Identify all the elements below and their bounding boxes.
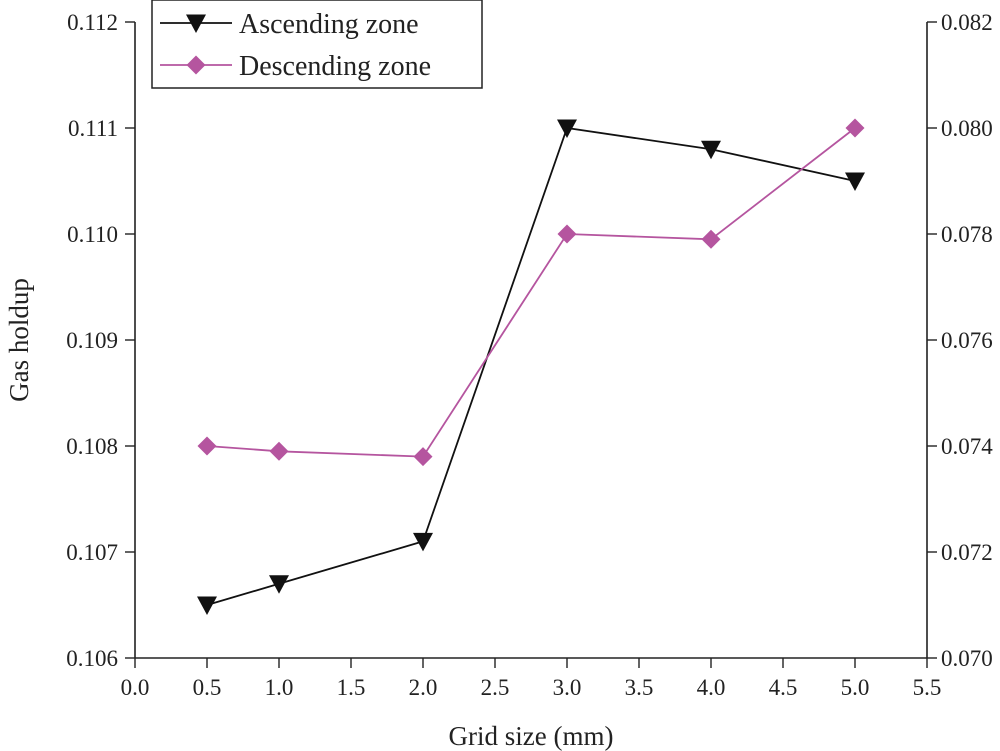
y-tick-label: 0.110 — [67, 222, 118, 247]
legend-marker — [186, 14, 206, 33]
legend-box — [151, 0, 483, 89]
data-point — [845, 172, 865, 191]
legend-marker — [186, 55, 206, 75]
y-axis-title: Gas holdup — [4, 278, 34, 402]
data-point — [557, 224, 577, 244]
x-tick-label: 0.0 — [121, 675, 150, 700]
data-point — [413, 447, 433, 467]
x-tick-label: 0.5 — [193, 675, 222, 700]
y2-tick-label: 0.078 — [941, 222, 993, 247]
series-ascending-zone — [197, 119, 865, 615]
data-point — [701, 229, 721, 249]
legend-label: Descending zone — [239, 51, 431, 82]
axes: 0.0 0.5 1.0 1.5 2.0 2.5 3.0 3.5 4.0 4.5 5.0 5.5 0.10… — [66, 10, 993, 700]
x-tick-label: 5.5 — [913, 675, 942, 700]
x-tick-label: 2.5 — [481, 675, 510, 700]
x-axis-title: Grid size (mm) — [449, 721, 614, 751]
y2-tick-label: 0.076 — [941, 328, 993, 353]
x-tick-label: 3.5 — [625, 675, 654, 700]
y2-tick-label: 0.070 — [941, 646, 993, 671]
series-line — [206, 127, 856, 606]
legend-label: Ascending zone — [239, 9, 419, 40]
data-point — [413, 532, 433, 552]
series-descending-zone — [197, 118, 865, 467]
y2-tick-label: 0.072 — [941, 540, 993, 565]
y-tick-label: 0.111 — [68, 116, 118, 141]
x-tick-label: 3.0 — [553, 675, 582, 700]
y-tick-label: 0.109 — [66, 328, 118, 353]
y2-tick-label: 0.080 — [941, 116, 993, 141]
x-tick-label: 2.0 — [409, 675, 438, 700]
data-point — [197, 596, 217, 615]
data-point — [701, 140, 721, 160]
data-point — [269, 441, 289, 461]
y-tick-label: 0.107 — [66, 540, 118, 565]
plot-series — [197, 118, 865, 615]
data-point — [557, 119, 577, 138]
legend: Ascending zone Descending zone — [151, 0, 483, 89]
y-tick-label: 0.112 — [67, 10, 118, 35]
y2-tick-label: 0.082 — [941, 10, 993, 35]
data-point — [845, 118, 865, 138]
y-tick-label: 0.106 — [66, 646, 118, 671]
series-line — [206, 127, 856, 458]
data-point — [269, 575, 289, 594]
x-tick-label: 1.5 — [337, 675, 366, 700]
x-tick-label: 1.0 — [265, 675, 294, 700]
x-tick-label: 4.5 — [769, 675, 798, 700]
data-point — [197, 436, 217, 456]
y-tick-label: 0.108 — [66, 434, 118, 459]
x-tick-label: 5.0 — [841, 675, 870, 700]
x-tick-label: 4.0 — [697, 675, 726, 700]
y2-tick-label: 0.074 — [941, 434, 993, 459]
